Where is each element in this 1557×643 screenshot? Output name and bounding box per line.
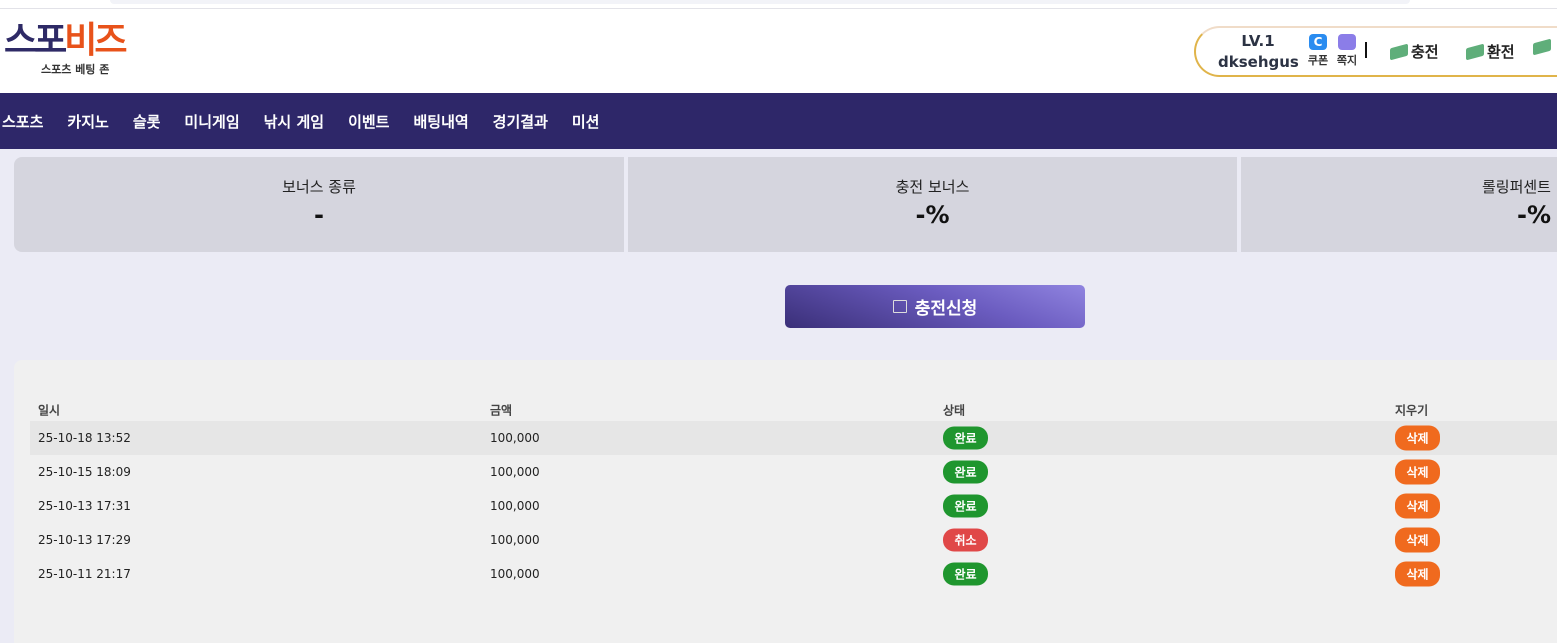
table-row: 25-10-11 21:17 100,000 완료 삭제 — [30, 557, 1557, 591]
nav-bet-history[interactable]: 배팅내역 — [413, 112, 469, 131]
header-delete: 지우기 — [1395, 403, 1429, 417]
logo-text-1: 스포 — [4, 20, 67, 61]
user-level: LV.1 — [1241, 32, 1275, 50]
delete-button[interactable]: 삭제 — [1395, 527, 1440, 553]
charge-bonus-card: 충전 보너스 -% — [628, 157, 1237, 252]
main-nav: 스포츠 카지노 슬롯 미니게임 낚시 게임 이벤트 배팅내역 경기결과 미션 — [0, 93, 1557, 149]
row-date: 25-10-15 18:09 — [38, 465, 131, 479]
nav-fishing[interactable]: 낚시 게임 — [263, 112, 325, 131]
table-row: 25-10-13 17:29 100,000 취소 삭제 — [30, 523, 1557, 557]
card-label: 보너스 종류 — [282, 178, 356, 196]
withdraw-button[interactable]: 환전 — [1466, 41, 1515, 62]
nav-slot[interactable]: 슬롯 — [132, 112, 161, 131]
history-table: 일시 금액 상태 지우기 25-10-18 13:52 100,000 완료 삭… — [14, 360, 1557, 643]
deposit-money-icon — [1390, 43, 1408, 60]
status-badge: 완료 — [943, 562, 988, 586]
coupon-icon: C — [1309, 34, 1327, 50]
table-row: 25-10-18 13:52 100,000 완료 삭제 — [30, 421, 1557, 455]
delete-button[interactable]: 삭제 — [1395, 561, 1440, 587]
row-date: 25-10-13 17:31 — [38, 499, 131, 513]
user-info: LV.1 dksehgus — [1218, 31, 1299, 73]
withdraw-label: 환전 — [1487, 43, 1515, 61]
status-badge: 취소 — [943, 528, 988, 552]
address-bar — [110, 0, 1410, 4]
message-button[interactable]: 쪽지 — [1333, 34, 1361, 68]
cash-icon — [1533, 38, 1551, 56]
header: 스포비즈 스포츠 베팅 존 LV.1 dksehgus C 쿠폰 쪽지 충전 환전 — [0, 9, 1557, 93]
card-value: -% — [1516, 201, 1551, 229]
row-amount: 100,000 — [490, 567, 540, 581]
nav-casino[interactable]: 카지노 — [67, 112, 109, 131]
rolling-percent-card: 롤링퍼센트 -% — [1241, 157, 1557, 252]
table-row: 25-10-13 17:31 100,000 완료 삭제 — [30, 489, 1557, 523]
row-amount: 100,000 — [490, 499, 540, 513]
status-badge: 완료 — [943, 426, 988, 450]
hand-icon — [892, 300, 907, 313]
top-strip — [0, 0, 1557, 9]
charge-request-button[interactable]: 충전신청 — [785, 285, 1085, 328]
card-label: 롤링퍼센트 — [1481, 178, 1551, 196]
deposit-label: 충전 — [1411, 43, 1439, 61]
coupon-button[interactable]: C 쿠폰 — [1304, 34, 1332, 68]
envelope-icon — [1338, 34, 1356, 50]
status-badge: 완료 — [943, 460, 988, 484]
bonus-type-card: 보너스 종류 - — [14, 157, 624, 252]
card-label: 충전 보너스 — [895, 178, 970, 196]
deposit-button[interactable]: 충전 — [1390, 41, 1439, 62]
row-amount: 100,000 — [490, 431, 540, 445]
header-amount: 금액 — [490, 403, 513, 417]
delete-button[interactable]: 삭제 — [1395, 493, 1440, 519]
table-row: 25-10-15 18:09 100,000 완료 삭제 — [30, 455, 1557, 489]
username: dksehgus — [1218, 53, 1299, 71]
logo-text-2: 비즈 — [64, 20, 127, 61]
logo[interactable]: 스포비즈 스포츠 베팅 존 — [4, 20, 128, 77]
status-badge: 완료 — [943, 494, 988, 518]
nav-sports[interactable]: 스포츠 — [2, 112, 44, 131]
row-date: 25-10-13 17:29 — [38, 533, 131, 547]
row-amount: 100,000 — [490, 465, 540, 479]
nav-results[interactable]: 경기결과 — [492, 112, 548, 131]
delete-button[interactable]: 삭제 — [1395, 459, 1440, 485]
card-value: -% — [915, 201, 950, 229]
nav-minigame[interactable]: 미니게임 — [184, 112, 240, 131]
table-header: 일시 금액 상태 지우기 — [30, 397, 1557, 422]
divider — [1365, 42, 1367, 58]
header-status: 상태 — [943, 403, 966, 417]
money-icon-button[interactable] — [1533, 38, 1551, 56]
row-date: 25-10-18 13:52 — [38, 431, 131, 445]
withdraw-money-icon — [1466, 43, 1484, 60]
header-date: 일시 — [38, 403, 61, 417]
row-date: 25-10-11 21:17 — [38, 567, 131, 581]
nav-event[interactable]: 이벤트 — [348, 112, 390, 131]
card-value: - — [314, 201, 324, 229]
button-label: 충전신청 — [914, 299, 978, 319]
coupon-label: 쿠폰 — [1307, 54, 1329, 67]
delete-button[interactable]: 삭제 — [1395, 425, 1440, 451]
logo-subtitle: 스포츠 베팅 존 — [41, 63, 110, 76]
user-panel: LV.1 dksehgus C 쿠폰 쪽지 충전 환전 — [1194, 26, 1557, 77]
row-amount: 100,000 — [490, 533, 540, 547]
message-label: 쪽지 — [1336, 54, 1358, 67]
nav-mission[interactable]: 미션 — [571, 112, 600, 131]
